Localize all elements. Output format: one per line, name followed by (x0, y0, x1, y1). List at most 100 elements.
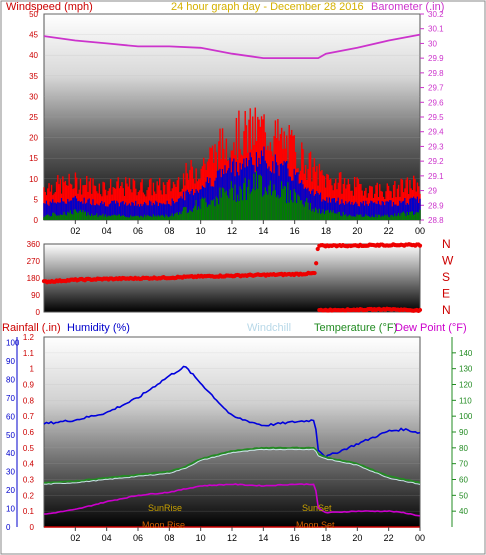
rainfall-tick-label: 0.8 (23, 396, 35, 405)
humidity-tick-label: 40 (6, 449, 15, 458)
direction-ticks: 0 90 180 270 360 (27, 240, 41, 317)
humidity-tick-label: 20 (6, 486, 15, 495)
wind-x-label: 02 (70, 226, 80, 236)
temp-humidity-plot-area (43, 336, 421, 528)
temp-x-label: 00 (415, 533, 425, 543)
wind-x-label: 20 (352, 226, 362, 236)
humidity-tick-label: 10 (6, 505, 15, 514)
temp-x-label: 04 (102, 533, 112, 543)
rainfall-tick-label: 0 (30, 523, 35, 532)
compass-label: S (442, 270, 450, 284)
rainfall-tick-label: 0.6 (23, 428, 35, 437)
compass-label: E (442, 287, 450, 301)
temperature-line (43, 446, 421, 484)
temperature-tick-label: 80 (459, 444, 468, 453)
moonrise-label: Moon Rise (142, 520, 185, 530)
direction-point (417, 243, 423, 248)
windspeed-tick-label: 10 (29, 175, 38, 184)
windspeed-bars (43, 107, 421, 220)
windspeed-tick-label: 25 (29, 113, 38, 122)
chart-title: 24 hour graph day - December 28 2016 (171, 1, 364, 13)
temperature-tick-label: 40 (459, 507, 468, 516)
windspeed-axis-label: Windspeed (mph) (6, 1, 93, 13)
rainfall-tick-label: 0.9 (23, 381, 35, 390)
temp-ticks: 0 0.1 0.2 0.3 0.4 0.5 0.6 0.7 0.8 0.9 1 1.1 1.2 0 10 20… (6, 333, 473, 532)
temperature-tick-label: 70 (459, 460, 468, 469)
wind-x-label: 14 (258, 226, 268, 236)
barometer-tick-label: 29.4 (428, 128, 444, 137)
direction-points (41, 242, 423, 313)
humidity-tick-label: 80 (6, 375, 15, 384)
humidity-tick-label: 60 (6, 412, 15, 421)
temp-x-label: 06 (133, 533, 143, 543)
temperature-tick-label: 120 (459, 381, 473, 390)
wind-x-label: 00 (415, 226, 425, 236)
direction-tick-label: 0 (36, 308, 41, 317)
temp-x-label: 20 (352, 533, 362, 543)
temp-x-label: 18 (321, 533, 331, 543)
compass-label: N (442, 237, 451, 251)
direction-point (312, 270, 317, 276)
temperature-tick-label: 130 (459, 365, 473, 374)
barometer-tick-label: 29.2 (428, 157, 444, 166)
direction-tick-label: 360 (27, 240, 41, 249)
humidity-tick-label: 100 (6, 339, 20, 348)
direction-tick-label: 90 (31, 291, 40, 300)
rainfall-tick-label: 1.2 (23, 333, 35, 342)
wind-x-label: 04 (102, 226, 112, 236)
rainfall-tick-label: 0.4 (23, 460, 35, 469)
compass-label: W (442, 254, 454, 268)
temp-x-label: 02 (70, 533, 80, 543)
temp-x-label: 14 (258, 533, 268, 543)
wind-x-label: 08 (164, 226, 174, 236)
temperature-tick-label: 90 (459, 428, 468, 437)
direction-point (315, 246, 320, 252)
windchill-axis-label: Windchill (247, 322, 291, 334)
rainfall-tick-label: 0.2 (23, 491, 35, 500)
rainfall-tick-label: 0.7 (23, 412, 35, 421)
dewpoint-axis-label: Dew Point (°F) (395, 322, 467, 334)
barometer-tick-label: 30.1 (428, 25, 444, 34)
humidity-line (43, 365, 421, 459)
direction-point (417, 307, 423, 313)
direction-tick-label: 270 (27, 257, 41, 266)
barometer-tick-label: 29.7 (428, 84, 444, 93)
barometer-tick-label: 29.1 (428, 172, 444, 181)
wind-x-label: 06 (133, 226, 143, 236)
barometer-line (43, 33, 421, 59)
barometer-tick-label: 29.9 (428, 54, 444, 63)
rainfall-tick-label: 1.1 (23, 349, 35, 358)
wind-x-label: 22 (384, 226, 394, 236)
windchill-line (43, 448, 421, 485)
barometer-tick-label: 29.3 (428, 142, 444, 151)
temperature-tick-label: 110 (459, 396, 472, 405)
temp-x-label: 10 (196, 533, 206, 543)
sunset-label: SunSet (302, 503, 332, 513)
rainfall-tick-label: 1 (30, 365, 35, 374)
temperature-tick-label: 140 (459, 349, 473, 358)
direction-tick-label: 180 (27, 274, 41, 283)
rainfall-tick-label: 0.1 (23, 507, 35, 516)
barometer-tick-label: 29.6 (428, 98, 444, 107)
temperature-axis-label: Temperature (°F) (314, 322, 397, 334)
barometer-tick-label: 29 (428, 187, 437, 196)
wind-x-ticks: 02 04 06 08 10 12 14 16 18 20 22 00 (70, 220, 425, 236)
windspeed-tick-label: 35 (29, 72, 38, 81)
temp-x-label: 08 (164, 533, 174, 543)
barometer-tick-label: 30.2 (428, 10, 444, 19)
temperature-tick-label: 60 (459, 476, 468, 485)
humidity-tick-label: 30 (6, 468, 15, 477)
moonset-label: Moon Set (296, 520, 335, 530)
dewpoint-line (43, 483, 421, 517)
temperature-tick-label: 100 (459, 412, 473, 421)
windspeed-tick-label: 40 (29, 51, 38, 60)
direction-point (314, 261, 319, 266)
wind-x-label: 16 (290, 226, 300, 236)
compass-label: N (442, 303, 451, 317)
windspeed-tick-label: 30 (29, 92, 38, 101)
barometer-axis-label: Barometer (.in) (371, 1, 444, 13)
windspeed-tick-label: 45 (29, 31, 38, 40)
windspeed-tick-label: 0 (34, 216, 39, 225)
